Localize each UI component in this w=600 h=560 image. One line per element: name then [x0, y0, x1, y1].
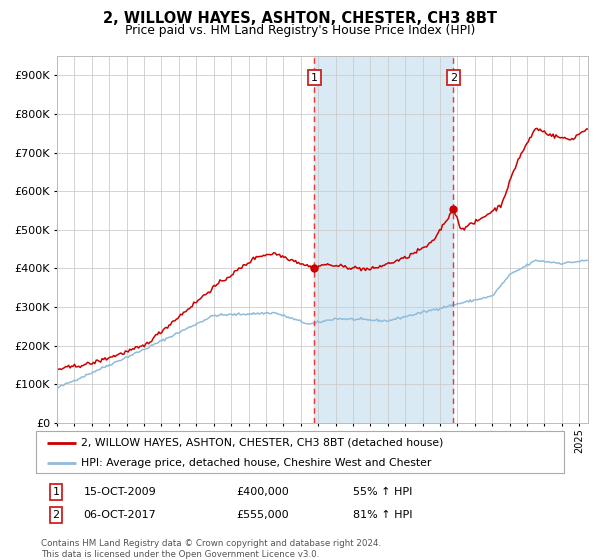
FancyBboxPatch shape	[36, 431, 564, 473]
Text: 2, WILLOW HAYES, ASHTON, CHESTER, CH3 8BT: 2, WILLOW HAYES, ASHTON, CHESTER, CH3 8B…	[103, 11, 497, 26]
Text: 81% ↑ HPI: 81% ↑ HPI	[353, 510, 412, 520]
Text: 1: 1	[53, 487, 59, 497]
Text: Contains HM Land Registry data © Crown copyright and database right 2024.
This d: Contains HM Land Registry data © Crown c…	[41, 539, 382, 559]
Bar	[314, 56, 453, 423]
Text: £555,000: £555,000	[236, 510, 289, 520]
Text: 2: 2	[53, 510, 59, 520]
Text: 2: 2	[449, 72, 457, 82]
Text: Price paid vs. HM Land Registry's House Price Index (HPI): Price paid vs. HM Land Registry's House …	[125, 24, 475, 36]
Text: 2, WILLOW HAYES, ASHTON, CHESTER, CH3 8BT (detached house): 2, WILLOW HAYES, ASHTON, CHESTER, CH3 8B…	[81, 438, 443, 448]
Text: 55% ↑ HPI: 55% ↑ HPI	[353, 487, 412, 497]
Text: 1: 1	[311, 72, 318, 82]
Text: HPI: Average price, detached house, Cheshire West and Chester: HPI: Average price, detached house, Ches…	[81, 458, 431, 468]
Text: 06-OCT-2017: 06-OCT-2017	[83, 510, 156, 520]
Text: £400,000: £400,000	[236, 487, 289, 497]
Text: 15-OCT-2009: 15-OCT-2009	[83, 487, 156, 497]
